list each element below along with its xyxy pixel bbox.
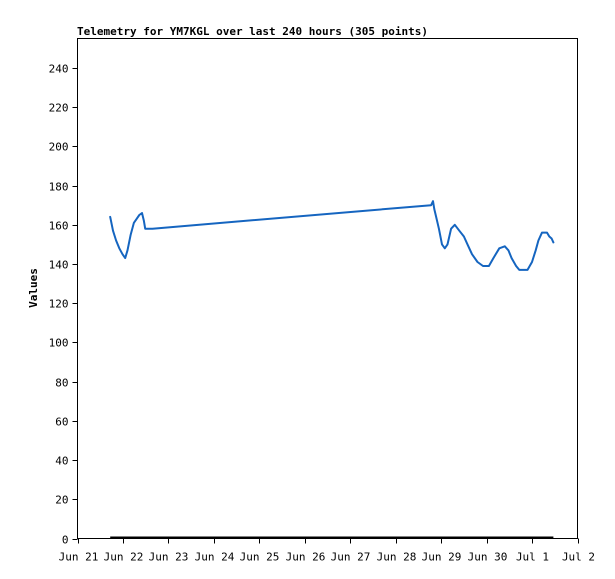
- y-tick-label: 60: [55, 416, 68, 429]
- x-tick-label: Jun 28: [377, 551, 417, 564]
- y-tick-label: 20: [55, 494, 68, 507]
- y-tick-label: 200: [49, 141, 69, 154]
- x-tick-label: Jun 27: [331, 551, 371, 564]
- y-tick-label: 120: [49, 298, 69, 311]
- x-tick-label: Jul 1: [516, 551, 549, 564]
- x-tick-label: Jun 30: [468, 551, 508, 564]
- y-tick-label: 40: [55, 455, 68, 468]
- x-axis: Jun 21 Jun 22 Jun 23 Jun 24 Jun 25 Jun 26 Jun …: [59, 538, 595, 564]
- y-axis: 0 20 40 60 80 100 120 140 160 180 200 220 240: [49, 63, 78, 547]
- x-tick-label: Jun 22: [104, 551, 144, 564]
- y-tick-label: 140: [49, 259, 69, 272]
- y-tick-label: 80: [55, 377, 68, 390]
- x-tick-label: Jun 23: [149, 551, 189, 564]
- x-tick-label: Jun 21: [59, 551, 99, 564]
- y-tick-label: 160: [49, 220, 69, 233]
- y-tick-label: 100: [49, 337, 69, 350]
- x-tick-label: Jun 26: [286, 551, 326, 564]
- y-axis-label: Values: [27, 268, 40, 308]
- x-tick-label: Jul 2: [562, 551, 595, 564]
- y-tick-label: 240: [49, 63, 69, 76]
- y-tick-label: 180: [49, 181, 69, 194]
- series-layer: [109, 200, 555, 539]
- x-tick-label: Jun 29: [422, 551, 462, 564]
- plot-area: [77, 38, 578, 539]
- y-tick-label: 0: [62, 534, 69, 547]
- x-tick-label: Jun 24: [195, 551, 235, 564]
- series-line-0: [109, 200, 555, 271]
- x-tick-label: Jun 25: [240, 551, 280, 564]
- y-tick-label: 220: [49, 102, 69, 115]
- chart-title: Telemetry for YM7KGL over last 240 hours…: [77, 25, 428, 38]
